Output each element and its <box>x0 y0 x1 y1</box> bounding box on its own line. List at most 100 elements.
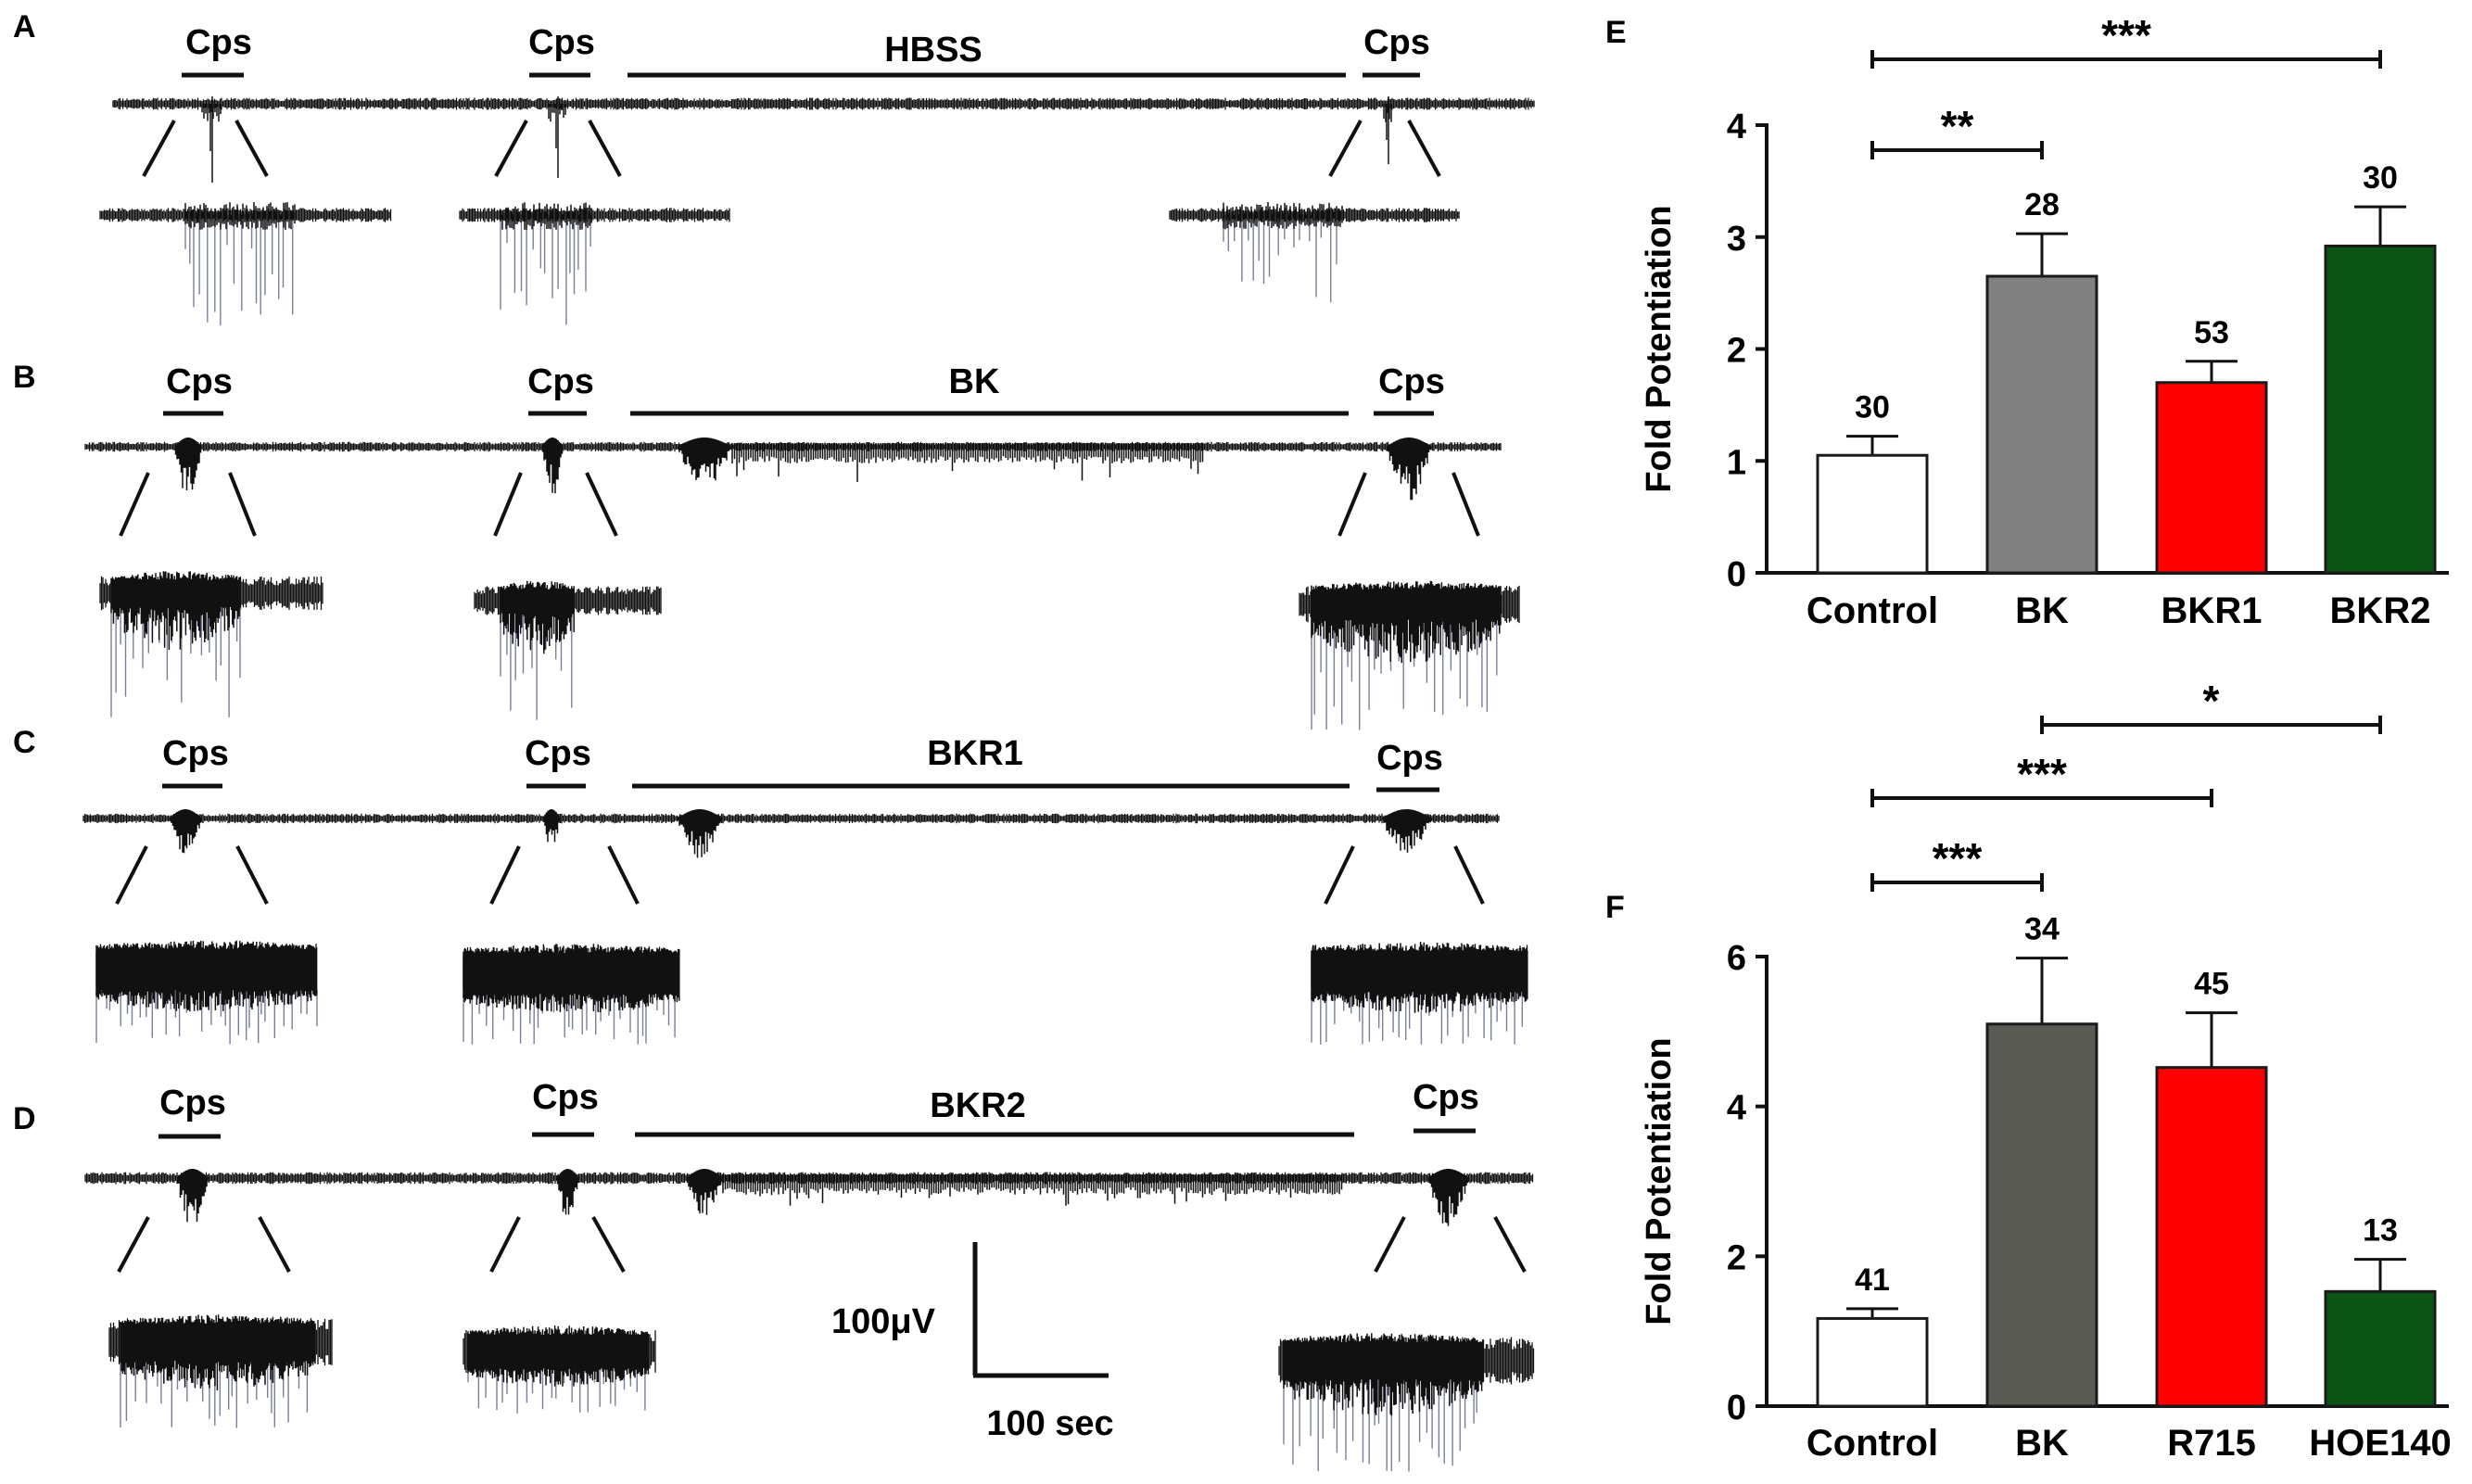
zoom-line-b1-right <box>228 472 257 537</box>
scale-bar-time-label: 100 sec <box>986 1404 1113 1443</box>
zoom-line-b2-left <box>493 472 523 537</box>
bar-e-control <box>1816 453 1929 575</box>
y-tick-label-e-3: 3 <box>1727 220 1746 259</box>
n-label-e-2: 53 <box>2194 315 2229 350</box>
category-label-f-2: R715 <box>2167 1423 2256 1464</box>
zoom-lines-d <box>117 1216 1527 1273</box>
category-label-e-0: Control <box>1806 590 1938 631</box>
category-label-f-3: HOE140 <box>2309 1423 2451 1464</box>
zoom-trace-a3 <box>1169 202 1460 303</box>
bar-f-hoe140 <box>2324 1289 2437 1408</box>
zoom-line-d1-right <box>258 1216 291 1273</box>
zoom-line-b2-right <box>585 472 618 537</box>
y-tick-label-e-0: 0 <box>1727 555 1746 594</box>
cps-label-c3: Cps <box>1376 739 1443 778</box>
zoom-line-c3-right <box>1453 845 1485 905</box>
panel-letter-f: F <box>1605 890 1625 925</box>
y-tick-label-e-1: 1 <box>1727 443 1746 482</box>
cps-label-a3: Cps <box>1363 23 1430 62</box>
cps-label-b2: Cps <box>527 362 594 401</box>
category-label-f-1: BK <box>2015 1423 2069 1464</box>
zoom-line-a2-right <box>588 120 622 177</box>
cps-label-a2: Cps <box>528 23 595 62</box>
zoom-line-b3-left <box>1337 472 1367 537</box>
drug-label-a: HBSS <box>884 31 982 70</box>
y-tick-label-e-2: 2 <box>1727 332 1746 371</box>
zoom-line-a1-left <box>142 120 176 177</box>
cps-label-c1: Cps <box>162 734 229 773</box>
y-tick-label-e-4: 4 <box>1727 108 1746 146</box>
n-label-f-0: 41 <box>1855 1262 1890 1298</box>
y-tick-label-f-3: 6 <box>1727 939 1746 978</box>
zoom-line-d2-right <box>591 1216 626 1273</box>
zoom-trace-a2 <box>459 202 730 325</box>
zoom-line-c2-right <box>607 845 640 905</box>
bar-e-bkr1 <box>2155 381 2268 575</box>
n-label-e-1: 28 <box>2024 187 2060 222</box>
sig-label-f-2: * <box>2203 677 2220 725</box>
zoom-line-d2-left <box>489 1216 521 1273</box>
drug-label-d: BKR2 <box>930 1086 1025 1125</box>
zoom-line-a3-left <box>1328 120 1363 177</box>
scale-bar: 100μV 100 sec <box>831 1242 1114 1443</box>
trace-panel-b: B Cps Cps BK Cps <box>13 360 1520 730</box>
zoom-trace-d3 <box>1278 1333 1535 1472</box>
panel-letter-d: D <box>13 1101 36 1136</box>
panel-letter-b: B <box>13 360 36 395</box>
panel-letter-a: A <box>13 9 36 44</box>
sig-label-f-0: *** <box>1933 834 1983 882</box>
zoom-trace-d2 <box>463 1325 656 1414</box>
n-label-e-3: 30 <box>2363 160 2398 196</box>
cps-label-d1: Cps <box>159 1084 226 1123</box>
bar-f-control <box>1816 1316 1929 1408</box>
bar-f-r715 <box>2155 1066 2268 1408</box>
sig-label-e-0: ** <box>1941 102 1974 150</box>
main-trace-d <box>84 1169 1534 1226</box>
zoom-trace-d1 <box>108 1314 333 1428</box>
category-label-e-2: BKR1 <box>2161 590 2263 631</box>
zoom-lines-a <box>142 120 1441 177</box>
zoom-trace-c3 <box>1311 942 1528 1045</box>
main-trace-b <box>84 438 1502 501</box>
cps-label-b3: Cps <box>1378 362 1445 401</box>
y-tick-label-f-2: 4 <box>1727 1089 1746 1128</box>
zoom-line-c1-right <box>235 845 269 905</box>
zoom-lines-c <box>115 845 1485 905</box>
y-tick-label-f-1: 2 <box>1727 1238 1746 1277</box>
zoom-line-c3-left <box>1324 845 1355 905</box>
n-label-e-0: 30 <box>1855 390 1890 425</box>
sig-label-e-1: *** <box>2101 11 2151 59</box>
sig-label-f-1: *** <box>2017 750 2067 798</box>
cps-label-b1: Cps <box>166 362 233 401</box>
panel-letter-e: E <box>1605 15 1627 50</box>
scale-bar-voltage-label: 100μV <box>831 1302 936 1341</box>
category-label-e-3: BKR2 <box>2330 590 2431 631</box>
zoom-line-a1-right <box>235 120 269 177</box>
zoom-line-d3-left <box>1374 1216 1406 1273</box>
zoom-line-b1-left <box>119 472 150 537</box>
trace-panel-c: C Cps Cps BKR1 Cps <box>13 725 1528 1045</box>
zoom-trace-b1 <box>99 571 323 717</box>
main-trace-c <box>82 809 1500 858</box>
zoom-trace-b2 <box>474 580 662 720</box>
zoom-trace-c2 <box>463 944 680 1045</box>
category-label-e-1: BK <box>2015 590 2069 631</box>
zoom-line-a2-left <box>494 120 528 177</box>
zoom-trace-b3 <box>1299 580 1520 730</box>
zoom-line-b3-right <box>1452 472 1480 537</box>
cps-label-a1: Cps <box>185 23 252 62</box>
zoom-line-a3-right <box>1407 120 1441 177</box>
category-label-f-0: Control <box>1806 1423 1938 1464</box>
y-tick-label-f-0: 0 <box>1727 1389 1746 1427</box>
zoom-trace-a1 <box>99 202 392 326</box>
n-label-f-1: 34 <box>2024 912 2060 947</box>
bar-e-bkr2 <box>2324 244 2437 575</box>
drug-label-b: BK <box>949 362 1000 401</box>
y-axis-label-f: Fold Potentiation <box>1640 1037 1679 1325</box>
zoom-line-c1-left <box>115 845 148 905</box>
drug-label-c: BKR1 <box>927 734 1022 773</box>
cps-label-c2: Cps <box>525 734 591 773</box>
n-label-f-3: 13 <box>2363 1213 2398 1249</box>
zoom-line-d1-left <box>117 1216 150 1273</box>
